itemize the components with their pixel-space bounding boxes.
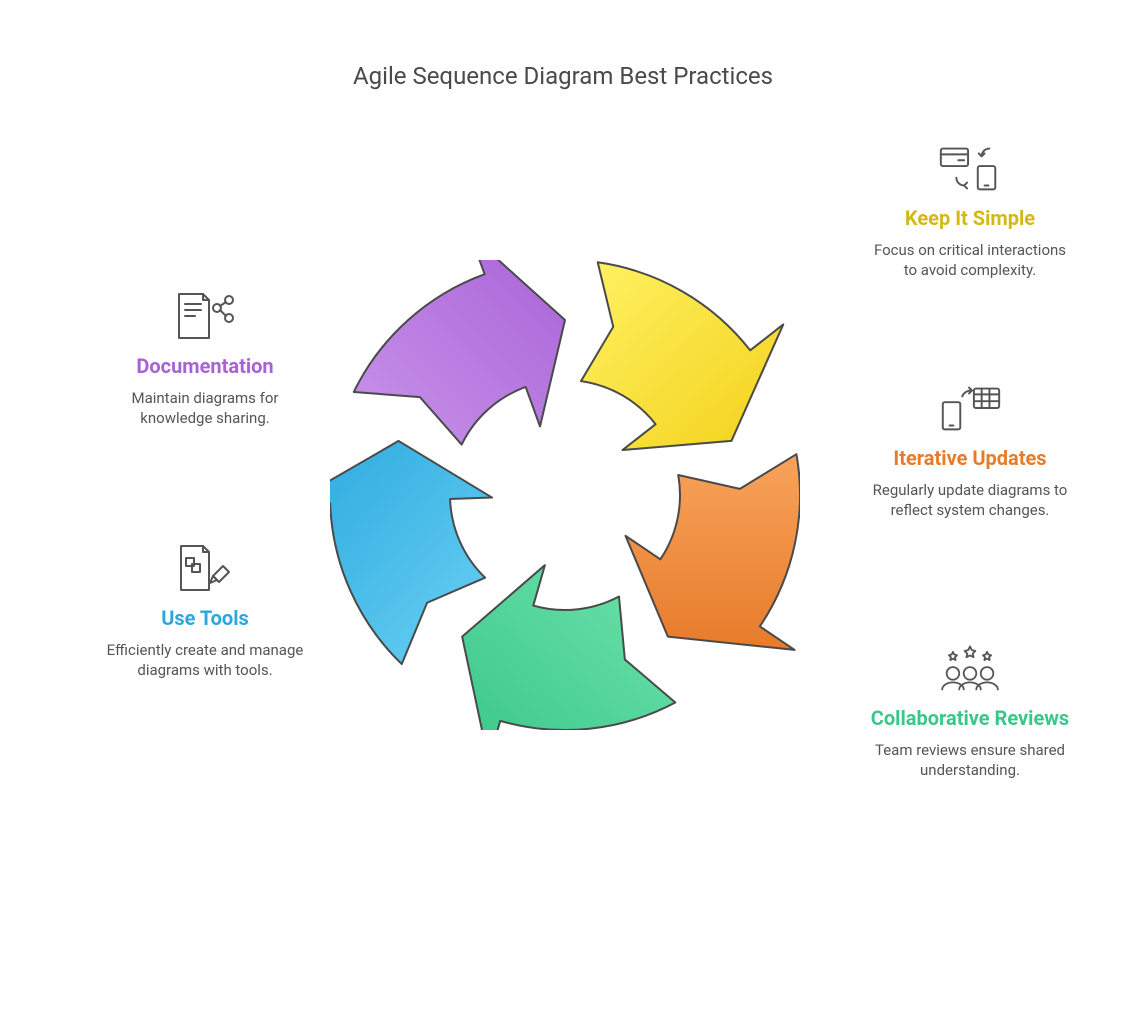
cycle-arrow-0 [581,262,783,450]
item-desc: Regularly update diagrams to reflect sys… [870,480,1070,521]
item-documentation: Documentation Maintain diagrams for know… [105,288,305,429]
cycle-arrow-1 [626,454,800,650]
iterate-icon [935,380,1005,436]
team-icon [935,640,1005,696]
item-collab: Collaborative Reviews Team reviews ensur… [870,640,1070,781]
item-title: Use Tools [105,606,305,630]
item-desc: Focus on critical interactions to avoid … [870,240,1070,281]
item-iterative: Iterative Updates Regularly update diagr… [870,380,1070,521]
item-title: Keep It Simple [870,206,1070,230]
item-title: Documentation [105,354,305,378]
item-desc: Maintain diagrams for knowledge sharing. [105,388,305,429]
tools-icon [170,540,240,596]
item-keep-simple: Keep It Simple Focus on critical interac… [870,140,1070,281]
item-title: Iterative Updates [870,446,1070,470]
cycle-arrow-2 [462,565,675,730]
simple-icon [935,140,1005,196]
item-use-tools: Use Tools Efficiently create and manage … [105,540,305,681]
item-desc: Team reviews ensure shared understanding… [870,740,1070,781]
doc-share-icon [170,288,240,344]
item-desc: Efficiently create and manage diagrams w… [105,640,305,681]
cycle-diagram [330,260,800,730]
cycle-arrow-4 [354,260,565,445]
page-title: Agile Sequence Diagram Best Practices [0,62,1126,90]
item-title: Collaborative Reviews [870,706,1070,730]
